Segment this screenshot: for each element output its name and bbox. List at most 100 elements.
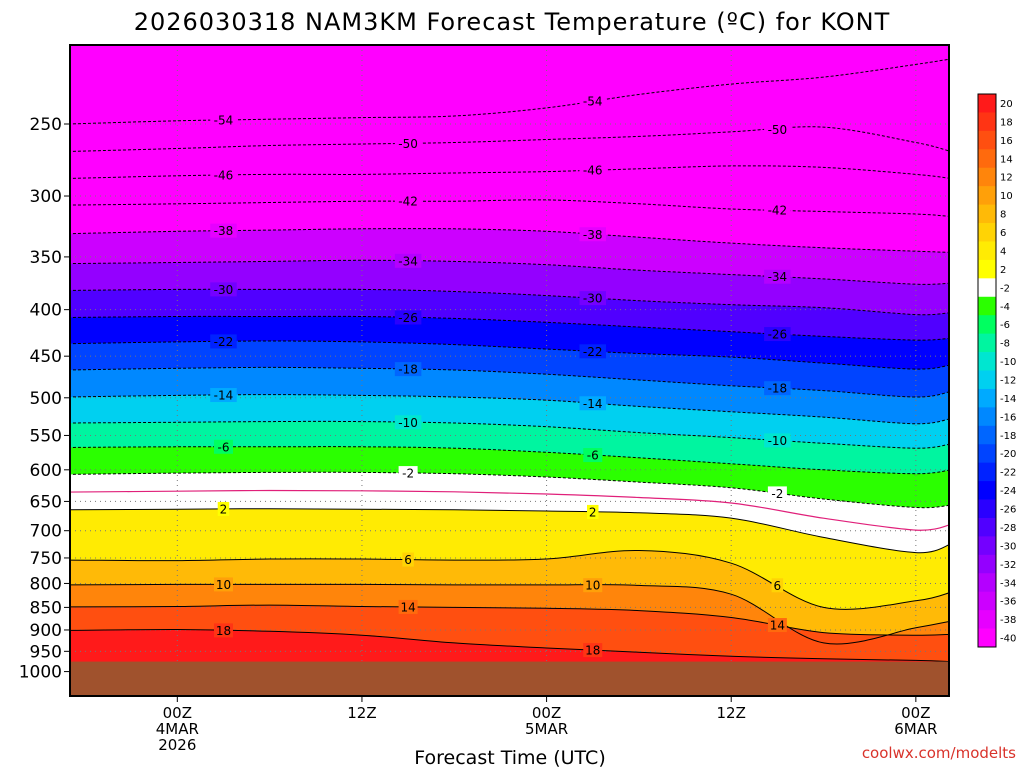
colorbar-label: 20 <box>1000 99 1013 110</box>
colorbar-swatch <box>978 167 996 187</box>
isotherm-label: -14 <box>214 389 234 403</box>
isotherm-10 <box>70 583 949 645</box>
colorbar-label: -18 <box>1000 431 1016 442</box>
y-tick-label: 600 <box>30 461 62 481</box>
isotherm-label-bg <box>210 282 237 297</box>
isotherm-label: -30 <box>583 292 603 306</box>
colorbar-label: 2 <box>1000 265 1006 276</box>
isotherm--26 <box>70 315 949 341</box>
isotherm-label-bg <box>394 136 422 151</box>
y-tick-label: 750 <box>30 549 62 569</box>
isotherm-label: -42 <box>768 204 788 218</box>
isotherm-6 <box>70 549 949 610</box>
colorbar-swatch <box>978 94 996 113</box>
isotherm-label-bg <box>394 415 422 430</box>
isotherm-label-bg <box>394 310 422 325</box>
colorbar-label: 4 <box>1000 246 1006 257</box>
colorbar-label: -14 <box>1000 394 1016 405</box>
isotherm-label-bg <box>579 344 606 359</box>
isotherm-label: 6 <box>404 553 412 567</box>
colorbar-swatch <box>978 186 996 205</box>
colorbar-label: 8 <box>1000 210 1006 221</box>
colorbar-swatch <box>978 499 996 519</box>
y-tick-label: 650 <box>30 492 62 512</box>
credit-text: coolwx.com/modelts <box>862 744 1016 762</box>
isotherm-label-bg <box>583 448 603 463</box>
colorbar-label: -12 <box>1000 376 1016 387</box>
colorbar-label: -2 <box>1000 283 1010 294</box>
isotherm-label: -38 <box>583 228 603 242</box>
y-tick-label: 550 <box>30 426 62 446</box>
colorbar-swatch <box>978 610 996 629</box>
colorbar-label: -16 <box>1000 412 1016 423</box>
isotherm-label: -42 <box>398 195 418 209</box>
isotherm-label-bg <box>579 94 606 109</box>
x-tick-label: 00Z <box>163 704 192 722</box>
isotherm-2 <box>70 508 949 554</box>
colorbar-swatch <box>978 223 996 242</box>
isotherm-label-bg <box>579 396 606 411</box>
x-axis-label: Forecast Time (UTC) <box>414 747 605 768</box>
isotherm-label-bg <box>579 291 606 306</box>
colorbar-swatch <box>978 628 996 648</box>
chart-title: 2026030318 NAM3KM Forecast Temperature (… <box>134 8 891 36</box>
colorbar-label: -8 <box>1000 339 1010 350</box>
isotherm--14 <box>70 394 949 425</box>
isotherm-label-bg <box>764 327 791 342</box>
x-tick-label: 5MAR <box>525 720 568 738</box>
isotherm-label: -18 <box>398 363 418 377</box>
colorbar-label: -22 <box>1000 468 1016 479</box>
colorbar-label: -6 <box>1000 320 1010 331</box>
y-axis: 250 300 350 400 450 500 550 600 650 700 750 800 850 9… <box>19 115 70 683</box>
freezing-level-line <box>70 489 949 531</box>
y-tick-label: 900 <box>30 621 62 641</box>
isotherm-label-bg <box>398 466 418 481</box>
colorbar-swatch <box>978 259 996 279</box>
isotherm-label: -2 <box>402 467 414 481</box>
colorbar-label: -38 <box>1000 615 1016 626</box>
colorbar-swatch <box>978 481 996 500</box>
isotherm-label: -54 <box>214 114 234 128</box>
isotherm-label-bg <box>394 194 422 209</box>
colorbar-label: -36 <box>1000 597 1016 608</box>
colorbar-swatch <box>978 278 996 298</box>
isotherm-label: -2 <box>771 487 783 501</box>
colorbar-label: 14 <box>1000 154 1013 165</box>
isotherm-label-bg <box>583 643 603 658</box>
x-tick-label: 12Z <box>717 704 746 722</box>
colorbar-swatch <box>978 573 996 593</box>
colorbar-label: -30 <box>1000 541 1016 552</box>
isotherm-label: -34 <box>398 254 418 268</box>
colorbar-swatch <box>978 388 996 408</box>
colorbar-swatch <box>978 370 996 390</box>
colorbar-label: -28 <box>1000 523 1016 534</box>
colorbar-swatch <box>978 554 996 574</box>
colorbar-swatch <box>978 536 996 556</box>
isotherm-label-bg <box>764 122 791 137</box>
colorbar-label: -32 <box>1000 560 1016 571</box>
isotherm-label: 6 <box>774 579 782 593</box>
colorbar-swatch <box>978 517 996 537</box>
isotherm-label: -30 <box>214 283 234 297</box>
isotherm-label-bg <box>210 223 237 238</box>
colorbar-label: -10 <box>1000 357 1016 368</box>
colorbar-label: 18 <box>1000 117 1013 128</box>
colorbar-swatch <box>978 149 996 169</box>
colorbar-label: 6 <box>1000 228 1006 239</box>
colorbar-label: -20 <box>1000 449 1016 460</box>
isotherm-label-bg <box>764 203 791 218</box>
colorbar-swatch <box>978 352 996 371</box>
colorbar-swatch <box>978 425 996 445</box>
y-tick-label: 700 <box>30 522 62 542</box>
isotherm-label: -50 <box>398 137 418 151</box>
isotherm--46 <box>70 165 949 179</box>
isotherm-label: -14 <box>583 397 603 411</box>
isotherm-label: 14 <box>770 619 785 633</box>
colorbar-swatch <box>978 444 996 464</box>
y-tick-label: 400 <box>30 301 62 321</box>
colorbar-swatch <box>978 296 996 316</box>
colorbar-swatch <box>978 130 996 150</box>
y-tick-label: 300 <box>30 187 62 207</box>
x-tick-label: 12Z <box>347 704 376 722</box>
